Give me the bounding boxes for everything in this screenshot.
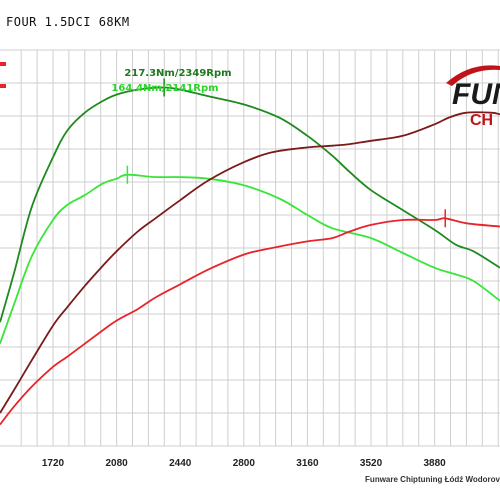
x-tick-label: 2440 [169, 458, 192, 469]
x-tick-label: 3880 [424, 458, 447, 469]
brand-logo: FUN CH [446, 65, 500, 129]
x-tick-label: 3520 [360, 458, 383, 469]
peak-annotation-torque-stock: 164.4Nm/2141Rpm [111, 83, 218, 94]
series-layer [0, 86, 500, 426]
series-line-power-tuned [0, 111, 500, 414]
logo-main-text: FUN [452, 78, 500, 111]
chart-grid [0, 49, 500, 447]
series-line-torque-stock [0, 173, 500, 345]
x-tick-label: 2080 [105, 458, 128, 469]
logo-swoosh-icon [446, 65, 500, 86]
x-axis-ticks: 1720 2080 2440 2800 3160 3520 3880 [42, 458, 446, 469]
legend-swatch-power-tuned [0, 62, 6, 66]
x-tick-label: 3160 [296, 458, 319, 469]
peak-annotation-torque-tuned: 217.3Nm/2349Rpm [124, 68, 231, 79]
x-tick-label: 1720 [42, 458, 65, 469]
logo-sub-text: CH [470, 112, 493, 129]
series-line-power-stock [0, 217, 500, 426]
chart-title: FOUR 1.5DCI 68KM [6, 15, 130, 29]
x-tick-label: 2800 [233, 458, 256, 469]
peak-markers [126, 78, 446, 228]
series-line-torque-tuned [0, 86, 500, 323]
footer-credit: Funware Chiptuning Łódź Wodorov [365, 475, 500, 484]
legend-swatch-power-stock [0, 84, 6, 88]
